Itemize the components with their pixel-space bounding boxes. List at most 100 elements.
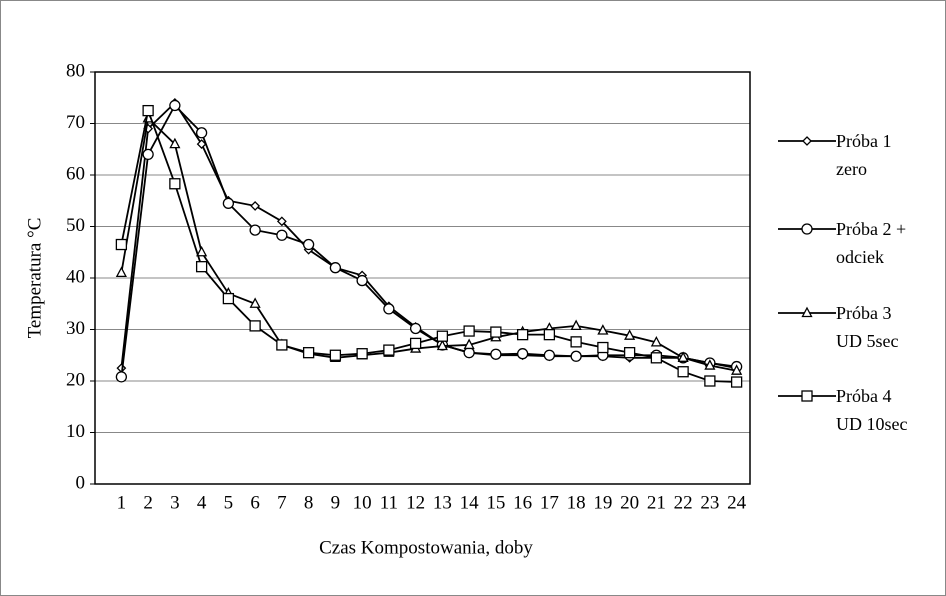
y-tick-label: 0 (76, 472, 86, 493)
y-tick-label: 70 (66, 112, 85, 133)
marker (195, 261, 208, 273)
x-tick-label: 1 (117, 492, 127, 513)
marker (169, 99, 181, 112)
x-tick-label: 23 (700, 492, 719, 513)
marker (677, 351, 689, 362)
marker (463, 338, 475, 350)
marker (704, 359, 716, 370)
marker (169, 137, 181, 149)
x-tick-label: 10 (353, 492, 372, 513)
marker (302, 238, 315, 251)
x-tick-label: 12 (406, 492, 425, 513)
x-tick-label: 11 (380, 492, 398, 513)
marker (624, 329, 636, 340)
marker (543, 349, 556, 361)
marker (463, 325, 475, 337)
x-tick-label: 9 (331, 492, 341, 513)
marker (196, 139, 207, 150)
marker (329, 349, 342, 361)
marker (490, 326, 502, 338)
marker (704, 375, 716, 387)
legend-label: Próba 4 UD 10sec (836, 386, 908, 434)
x-tick-label: 13 (433, 492, 452, 513)
x-tick-label: 4 (197, 492, 207, 513)
marker (222, 197, 235, 209)
marker (677, 366, 689, 378)
y-tick-label: 40 (66, 266, 85, 287)
marker (249, 224, 261, 236)
y-tick-label: 50 (66, 215, 85, 236)
marker (409, 322, 422, 335)
marker (490, 348, 502, 360)
series-line (120, 116, 737, 372)
marker (570, 319, 582, 331)
marker (801, 306, 813, 318)
legend-label: Próba 2 + odciek (836, 219, 907, 267)
y-tick-label: 10 (66, 421, 85, 442)
marker (650, 335, 662, 347)
x-tick-label: 19 (593, 492, 612, 513)
marker (302, 347, 315, 359)
x-tick-label: 5 (224, 492, 234, 513)
x-tick-label: 15 (486, 492, 505, 513)
x-tick-label: 17 (540, 492, 559, 513)
marker (730, 376, 743, 388)
marker (731, 364, 743, 375)
marker (543, 328, 556, 341)
marker (463, 347, 475, 359)
marker (142, 148, 154, 161)
marker (329, 262, 342, 274)
marker (356, 274, 368, 287)
legend-item: Próba 3 UD 5sec (836, 303, 898, 351)
marker (249, 297, 261, 308)
marker (115, 371, 128, 383)
y-tick-label: 30 (66, 318, 85, 339)
marker (570, 350, 582, 362)
marker (516, 348, 529, 360)
x-tick-label: 21 (647, 492, 666, 513)
x-tick-label: 24 (727, 492, 747, 513)
marker (115, 238, 128, 251)
y-tick-label: 20 (66, 369, 85, 390)
y-tick-label: 60 (66, 163, 85, 184)
legend-item: Próba 2 + odciek (836, 219, 907, 267)
marker (250, 200, 261, 211)
marker (169, 178, 181, 190)
marker (802, 136, 812, 146)
marker (195, 127, 208, 139)
marker (249, 320, 261, 332)
marker (409, 337, 422, 350)
marker (383, 344, 395, 356)
x-tick-label: 3 (170, 492, 180, 513)
x-tick-label: 22 (674, 492, 693, 513)
x-tick-label: 14 (460, 492, 480, 513)
marker (650, 352, 663, 364)
y-tick-label: 80 (66, 60, 85, 81)
x-tick-label: 6 (250, 492, 260, 513)
marker (356, 348, 368, 360)
x-tick-label: 8 (304, 492, 314, 513)
y-axis-label: Temperatura °C (24, 218, 45, 339)
x-tick-label: 2 (143, 492, 153, 513)
marker (383, 303, 395, 315)
marker (597, 324, 609, 335)
plot-frame (94, 71, 751, 485)
marker (570, 336, 582, 348)
marker (623, 347, 636, 359)
marker (276, 339, 288, 351)
x-tick-label: 20 (620, 492, 639, 513)
marker (196, 245, 208, 257)
x-tick-label: 16 (513, 492, 532, 513)
x-tick-label: 7 (277, 492, 287, 513)
marker (436, 339, 448, 351)
marker (222, 292, 235, 305)
legend-item: Próba 1 zero (836, 131, 892, 179)
marker (115, 266, 127, 277)
legend-label: Próba 1 zero (836, 131, 892, 179)
marker (597, 341, 609, 354)
marker (436, 330, 449, 342)
x-axis-label: Czas Kompostowania, doby (319, 537, 533, 558)
x-tick-label: 18 (567, 492, 586, 513)
